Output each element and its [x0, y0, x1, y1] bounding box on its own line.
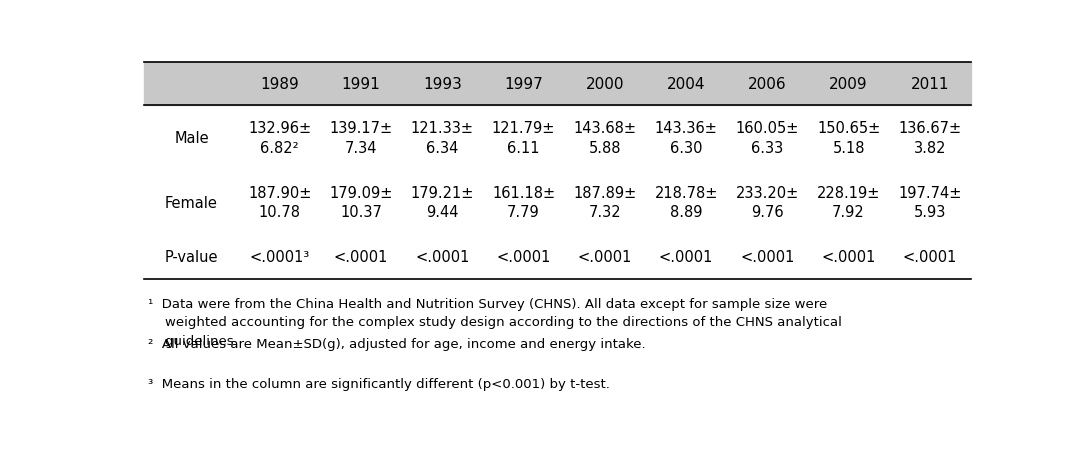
Text: Male: Male [174, 131, 209, 146]
Text: 121.79±
6.11: 121.79± 6.11 [492, 121, 556, 156]
Text: 1993: 1993 [422, 77, 461, 92]
Text: ²  All values are Mean±SD(g), adjusted for age, income and energy intake.: ² All values are Mean±SD(g), adjusted fo… [148, 337, 645, 350]
Text: 187.89±
7.32: 187.89± 7.32 [573, 185, 637, 220]
Text: <.0001: <.0001 [496, 250, 551, 265]
Text: 2011: 2011 [911, 77, 949, 92]
Text: 2004: 2004 [667, 77, 705, 92]
Text: 143.36±
6.30: 143.36± 6.30 [654, 121, 718, 156]
Text: ³  Means in the column are significantly different (p<0.001) by t-test.: ³ Means in the column are significantly … [148, 377, 610, 390]
Text: 1989: 1989 [260, 77, 299, 92]
Text: <.0001: <.0001 [415, 250, 469, 265]
Text: 218.78±
8.89: 218.78± 8.89 [654, 185, 718, 220]
Text: 121.33±
6.34: 121.33± 6.34 [410, 121, 473, 156]
Text: 179.09±
10.37: 179.09± 10.37 [329, 185, 393, 220]
Text: 2006: 2006 [748, 77, 786, 92]
Text: <.0001: <.0001 [821, 250, 876, 265]
Text: 2000: 2000 [586, 77, 624, 92]
Text: Female: Female [165, 195, 218, 210]
Text: P-value: P-value [165, 250, 218, 265]
Text: 160.05±
6.33: 160.05± 6.33 [735, 121, 799, 156]
Text: <.0001³: <.0001³ [250, 250, 310, 265]
Text: <.0001: <.0001 [577, 250, 632, 265]
Text: 136.67±
3.82: 136.67± 3.82 [898, 121, 962, 156]
Text: 187.90±
10.78: 187.90± 10.78 [248, 185, 312, 220]
Text: <.0001: <.0001 [740, 250, 795, 265]
Text: 139.17±
7.34: 139.17± 7.34 [329, 121, 392, 156]
Text: <.0001: <.0001 [658, 250, 714, 265]
Text: 132.96±
6.82²: 132.96± 6.82² [248, 121, 311, 156]
Text: 143.68±
5.88: 143.68± 5.88 [573, 121, 637, 156]
Text: 197.74±
5.93: 197.74± 5.93 [898, 185, 962, 220]
Text: 2009: 2009 [830, 77, 867, 92]
Text: 1997: 1997 [505, 77, 543, 92]
Text: 161.18±
7.79: 161.18± 7.79 [492, 185, 556, 220]
Text: 1991: 1991 [341, 77, 380, 92]
Text: 228.19±
7.92: 228.19± 7.92 [817, 185, 880, 220]
Text: 150.65±
5.18: 150.65± 5.18 [817, 121, 880, 156]
Text: <.0001: <.0001 [903, 250, 957, 265]
Bar [144, 63, 970, 106]
Text: ¹  Data were from the China Health and Nutrition Survey (CHNS). All data except : ¹ Data were from the China Health and Nu… [148, 297, 841, 347]
Text: <.0001: <.0001 [334, 250, 388, 265]
Text: 233.20±
9.76: 233.20± 9.76 [735, 185, 799, 220]
Text: 179.21±
9.44: 179.21± 9.44 [410, 185, 474, 220]
